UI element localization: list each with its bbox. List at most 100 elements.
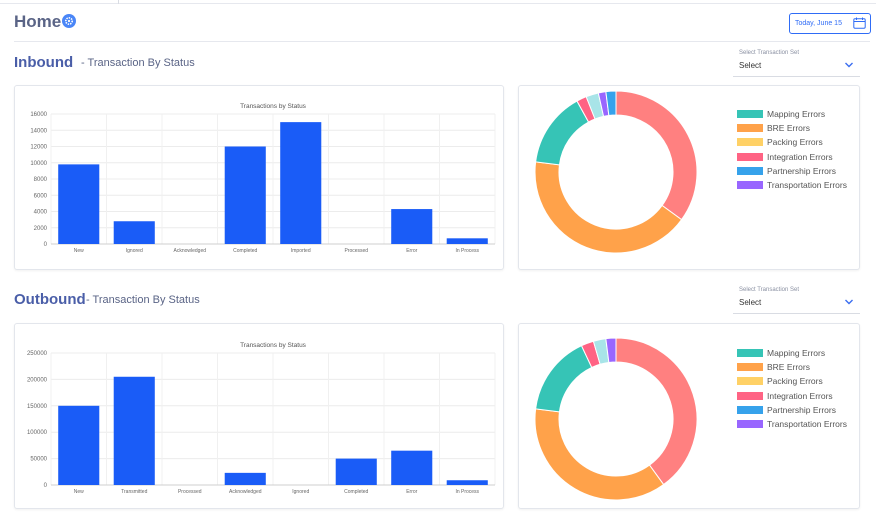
y-tick-label: 12000 — [30, 145, 47, 151]
x-tick-label: Processed — [344, 248, 368, 254]
x-tick-label: Completed — [233, 248, 257, 254]
bar-acknowledged[interactable] — [224, 472, 266, 485]
chevron-down-icon — [844, 293, 854, 311]
date-picker-button[interactable]: Today, June 15 — [789, 13, 871, 34]
bar-imported[interactable] — [280, 122, 322, 244]
y-tick-label: 10000 — [30, 161, 47, 167]
chevron-down-icon — [844, 56, 854, 74]
donut-segment[interactable] — [535, 100, 590, 166]
outbound-transaction-set-select[interactable]: Select Transaction Set Select — [733, 284, 860, 314]
legend-swatch — [737, 405, 763, 414]
legend-label: Partnership Errors — [767, 165, 836, 176]
y-tick-label: 150000 — [27, 404, 48, 410]
y-tick-label: 200000 — [27, 377, 48, 383]
y-tick-label: 0 — [44, 483, 48, 489]
x-tick-label: Error — [406, 248, 417, 254]
outbound-bar-chart-card: Transactions by Status 0 50000 100000 150000… — [14, 323, 504, 509]
x-tick-label: New — [74, 248, 84, 254]
donut-segment[interactable] — [534, 408, 665, 501]
inbound-donut-chart-card: Mapping Errors BRE Errors Packing Errors In… — [518, 85, 860, 270]
bar-ignored[interactable] — [113, 221, 155, 244]
outbound-bar-chart: Transactions by Status 0 50000 100000 150000… — [27, 342, 496, 495]
legend-label: Transportation Errors — [767, 179, 847, 190]
inbound-donut-chart — [534, 90, 698, 254]
legend-swatch — [737, 419, 763, 428]
x-tick-label: Acknowledged — [173, 248, 206, 254]
legend-label: Transportation Errors — [767, 418, 847, 429]
legend-label: BRE Errors — [767, 362, 810, 373]
legend-swatch — [737, 138, 763, 147]
bar-new[interactable] — [58, 405, 100, 485]
y-tick-label: 16000 — [30, 112, 47, 118]
legend-label: Mapping Errors — [767, 348, 826, 358]
chart-title: Transactions by Status — [240, 342, 307, 349]
y-tick-label: 6000 — [34, 193, 48, 199]
x-tick-label: Acknowledged — [229, 489, 262, 495]
donut-segment[interactable] — [615, 337, 698, 486]
x-tick-label: Ignored — [292, 489, 309, 495]
donut-segment[interactable] — [605, 90, 617, 117]
y-tick-label: 4000 — [34, 210, 48, 216]
y-tick-label: 2000 — [34, 226, 48, 232]
legend-label: Integration Errors — [767, 151, 833, 162]
x-tick-label: New — [74, 489, 84, 495]
select-value: Select — [739, 298, 762, 307]
y-tick-label: 14000 — [30, 128, 47, 134]
inbound-bar-chart-card: Transactions by Status 0 2000 4000 6000 8000 1… — [14, 85, 504, 270]
x-tick-label: Completed — [344, 489, 368, 495]
bar-completed[interactable] — [335, 458, 377, 485]
inbound-bar-chart: Transactions by Status 0 2000 4000 6000 8000 1… — [30, 103, 496, 254]
bar-transmitted[interactable] — [113, 376, 155, 485]
bar-completed[interactable] — [224, 146, 266, 245]
x-tick-label: Imported — [291, 248, 311, 254]
bar-error[interactable] — [391, 209, 433, 244]
inbound-title: Inbound — [14, 54, 74, 71]
legend-swatch — [737, 124, 763, 133]
y-tick-label: 250000 — [27, 351, 48, 357]
legend-swatch — [737, 363, 763, 372]
legend-label: Packing Errors — [767, 376, 823, 387]
x-tick-label: Processed — [178, 489, 202, 495]
legend-swatch — [737, 377, 763, 386]
inbound-subtitle: - Transaction By Status — [81, 57, 195, 69]
legend-label: Partnership Errors — [767, 404, 836, 415]
outbound-donut-chart — [534, 337, 698, 501]
inbound-transaction-set-select[interactable]: Select Transaction Set Select — [733, 47, 860, 77]
y-tick-label: 50000 — [30, 457, 47, 463]
outbound-title: Outbound — [14, 291, 86, 308]
legend-label: Mapping Errors — [767, 109, 826, 119]
x-tick-label: Transmitted — [121, 489, 147, 495]
legend-swatch — [737, 391, 763, 400]
bar-error[interactable] — [391, 450, 433, 485]
date-label: Today, June 15 — [795, 20, 842, 27]
donut-segment[interactable] — [535, 345, 593, 413]
legend-label: Packing Errors — [767, 137, 823, 148]
header-divider — [14, 41, 870, 42]
bar-new[interactable] — [58, 164, 100, 244]
bar-in-process[interactable] — [446, 238, 488, 244]
donut-segment[interactable] — [534, 161, 683, 254]
select-label: Select Transaction Set — [739, 50, 800, 56]
page-title: Home — [14, 12, 62, 31]
donut-segment[interactable] — [615, 90, 698, 221]
y-tick-label: 100000 — [27, 430, 48, 436]
legend-label: BRE Errors — [767, 123, 810, 134]
y-tick-label: 0 — [44, 242, 48, 248]
y-tick-label: 8000 — [34, 177, 48, 183]
select-label: Select Transaction Set — [739, 287, 800, 293]
legend-swatch — [737, 110, 763, 118]
bar-in-process[interactable] — [446, 480, 488, 485]
top-border — [0, 0, 876, 4]
settings-gear-icon[interactable] — [62, 14, 76, 28]
donut-segment[interactable] — [605, 337, 617, 364]
legend-swatch — [737, 152, 763, 161]
legend-swatch — [737, 166, 763, 175]
x-tick-label: In Process — [455, 489, 479, 495]
x-tick-label: Error — [406, 489, 417, 495]
legend-label: Integration Errors — [767, 390, 833, 401]
outbound-donut-chart-card: Mapping Errors BRE Errors Packing Errors In… — [518, 323, 860, 509]
chart-title: Transactions by Status — [240, 103, 307, 110]
outbound-subtitle: - Transaction By Status — [86, 294, 200, 306]
legend-swatch — [737, 349, 763, 357]
